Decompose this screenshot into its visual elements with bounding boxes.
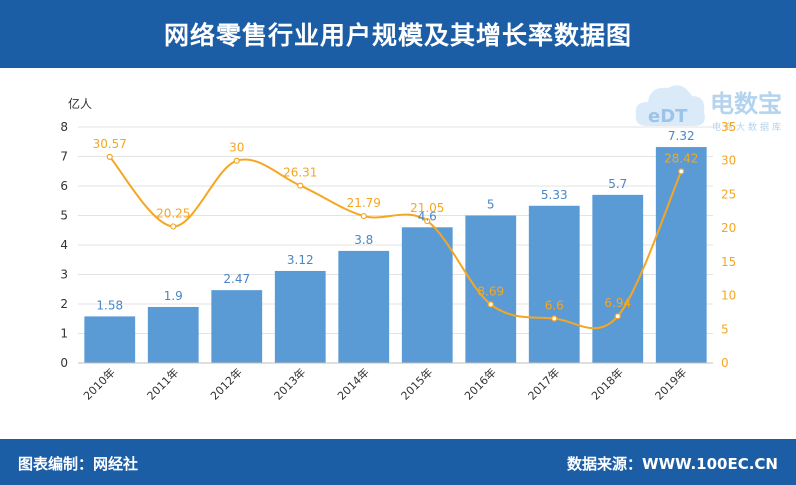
watermark-main: 电数宝 [710, 90, 782, 118]
footer-source-editor: 图表编制：网经社 [18, 455, 139, 473]
bar-value-label: 3.12 [287, 253, 314, 267]
bar-value-label: 5.33 [541, 188, 568, 202]
watermark-sub: 电商大数据库 [712, 121, 784, 133]
chart-title: 网络零售行业用户规模及其增长率数据图 [0, 0, 796, 68]
x-tick-label: 2014年 [334, 365, 371, 402]
bar [338, 250, 390, 363]
bar-value-label: 5.7 [608, 177, 627, 191]
x-tick-label: 2017年 [525, 365, 562, 402]
chart-svg: 亿人 1.58 1.9 2.47 3.12 3.8 4.6 5 5.33 5.7 7.32 30.5… [60, 96, 736, 403]
bar [465, 215, 517, 363]
growth-rate-point [233, 157, 240, 164]
y2-tick-label: 25 [721, 187, 736, 201]
x-tick-label: 2016年 [461, 365, 498, 402]
line-value-label: 8.69 [477, 284, 504, 298]
line-value-label: 6.6 [545, 298, 564, 312]
growth-rate-point [106, 153, 113, 160]
y2-tick-label: 5 [721, 322, 729, 336]
y2-tick-label: 20 [721, 221, 736, 235]
growth-rate-point [551, 315, 558, 322]
bar-value-label: 2.47 [223, 272, 250, 286]
y-tick-label: 2 [60, 297, 68, 311]
line-value-label: 21.79 [347, 196, 381, 210]
x-tick-label: 2013年 [271, 365, 308, 402]
line-value-label: 28.42 [664, 151, 698, 165]
x-tick-label: 2010年 [80, 365, 117, 402]
line-value-label: 30 [229, 141, 244, 155]
x-tick-label: 2012年 [207, 365, 244, 402]
y2-tick-label: 0 [721, 356, 729, 370]
y2-tick-label: 30 [721, 154, 736, 168]
bar-value-label: 3.8 [354, 233, 373, 247]
bar [211, 290, 263, 363]
cloud-logo-icon: eDT 电数宝 电商大数据库 [635, 85, 784, 133]
x-tick-label: 2019年 [652, 365, 689, 402]
y-tick-label: 5 [60, 209, 68, 223]
y-axis-label: 亿人 [68, 96, 92, 111]
bar [274, 270, 326, 363]
line-value-label: 21.05 [410, 201, 444, 215]
bar-value-label: 7.32 [668, 129, 695, 143]
growth-rate-point [297, 182, 304, 189]
growth-rate-point [614, 313, 621, 320]
bar-value-label: 5 [487, 198, 495, 212]
y-tick-label: 3 [60, 268, 68, 282]
bar [84, 316, 136, 363]
bar [401, 227, 453, 363]
bar [655, 147, 707, 363]
line-value-label: 30.57 [93, 137, 127, 151]
x-tick-label: 2015年 [398, 365, 435, 402]
line-value-label: 6.94 [604, 296, 631, 310]
growth-rate-point [487, 301, 494, 308]
line-value-label: 20.25 [156, 206, 190, 220]
bar [147, 306, 199, 363]
footer: 图表编制：网经社 数据来源：WWW.100EC.CN [0, 439, 796, 485]
y-tick-label: 0 [60, 356, 68, 370]
bar-value-label: 4.6 [418, 209, 437, 223]
bar [592, 194, 644, 363]
line-value-label: 26.31 [283, 166, 317, 180]
x-tick-label: 2018年 [588, 365, 625, 402]
bar [528, 205, 580, 363]
growth-rate-point [678, 168, 685, 175]
bar-value-label: 1.9 [164, 289, 183, 303]
y-tick-label: 6 [60, 179, 68, 193]
x-tick-label: 2011年 [144, 365, 181, 402]
y2-tick-label: 15 [721, 255, 736, 269]
growth-rate-point [424, 217, 431, 225]
y-tick-label: 7 [60, 150, 68, 164]
watermark-logo: eDT [648, 106, 688, 127]
growth-rate-line [109, 156, 683, 330]
y-tick-label: 4 [60, 238, 68, 252]
y2-tick-label: 10 [721, 289, 736, 303]
bar-value-label: 1.58 [96, 298, 123, 312]
y-tick-label: 8 [60, 120, 68, 134]
y2-tick-label: 35 [721, 120, 736, 134]
y-tick-label: 1 [60, 327, 68, 341]
watermark: eDT 电数宝 电商大数据库 [630, 74, 790, 134]
footer-data-source: 数据来源：WWW.100EC.CN [567, 455, 778, 473]
growth-rate-point [360, 212, 367, 220]
growth-rate-point [170, 223, 177, 230]
